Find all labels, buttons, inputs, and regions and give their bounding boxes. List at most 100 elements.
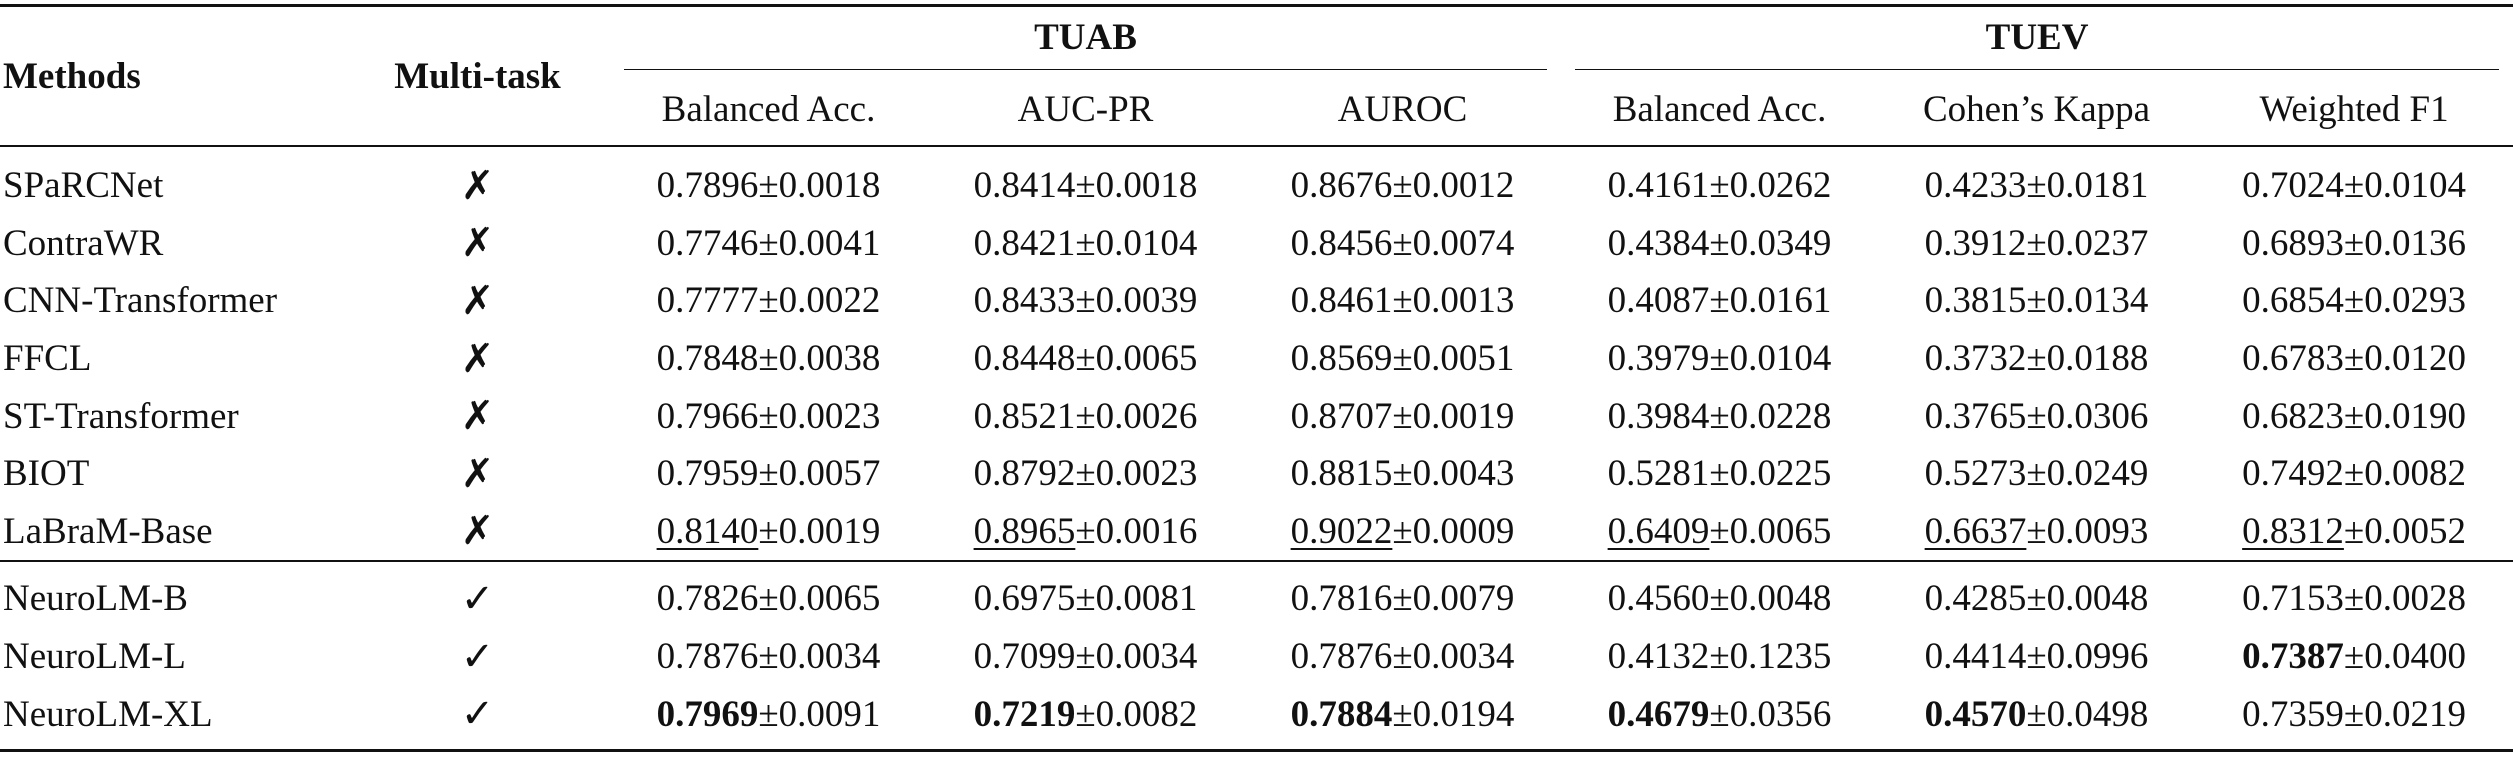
table-head: Methods Multi-task TUAB TUEV Balanced Ac… bbox=[0, 4, 2513, 147]
metric-mean: 0.8312 bbox=[2242, 510, 2344, 552]
metric-mean: 0.5273 bbox=[1924, 453, 2027, 495]
metric-cell: 0.3815±0.0134 bbox=[1878, 272, 2195, 330]
metric-mean: 0.3815 bbox=[1924, 280, 2027, 322]
metric-cell: 0.4414±0.0996 bbox=[1878, 628, 2195, 686]
method-name: LaBraM-Base bbox=[3, 510, 213, 552]
metric-std: ±0.0082 bbox=[2343, 453, 2466, 495]
metric-std: ±0.0219 bbox=[2343, 693, 2466, 735]
metric-std: ±0.0048 bbox=[2026, 578, 2149, 620]
metric-cell: 0.4384±0.0349 bbox=[1561, 215, 1878, 273]
metric-mean: 0.4161 bbox=[1607, 165, 1710, 207]
header-row: Methods Multi-task TUAB TUEV bbox=[0, 4, 2513, 147]
metric-row: Balanced Acc. AUC-PR AUROC Balanced Acc. Coh… bbox=[0, 73, 2513, 147]
metric-mean: 0.8521 bbox=[973, 395, 1076, 437]
metric-std: ±0.0194 bbox=[1392, 693, 1515, 735]
metric-std: ±0.0091 bbox=[758, 693, 881, 735]
metric-mean: 0.7896 bbox=[656, 165, 759, 207]
metric-header: Cohen’s Kappa bbox=[1878, 73, 2196, 147]
metric-cell: 0.8676±0.0012 bbox=[1244, 146, 1561, 215]
metric-std: ±0.0034 bbox=[1392, 636, 1515, 678]
metric-cell: 0.6409±0.0065 bbox=[1561, 503, 1878, 562]
multitask-mark: ✗ bbox=[460, 335, 495, 382]
metric-cell: 0.7826±0.0065 bbox=[610, 560, 927, 628]
metric-std: ±0.0161 bbox=[1709, 280, 1832, 322]
metric-mean: 0.3732 bbox=[1924, 338, 2027, 380]
metric-mean: 0.7153 bbox=[2242, 578, 2344, 620]
table-row: CNN-Transformer ✗ 0.7777±0.0022 0.8433±0.00… bbox=[0, 272, 2513, 330]
metric-mean: 0.7492 bbox=[2242, 453, 2344, 495]
metric-cell: 0.8792±0.0023 bbox=[927, 445, 1244, 503]
metric-cell: 0.7153±0.0028 bbox=[2195, 560, 2513, 628]
metric-mean: 0.8140 bbox=[656, 510, 759, 552]
metric-std: ±0.0023 bbox=[1075, 453, 1198, 495]
metric-std: ±0.0041 bbox=[758, 222, 881, 264]
metric-mean: 0.8456 bbox=[1290, 222, 1393, 264]
metric-mean: 0.4560 bbox=[1607, 578, 1710, 620]
metric-mean: 0.7876 bbox=[1290, 636, 1393, 678]
metric-cell: 0.7969±0.0091 bbox=[610, 685, 927, 752]
metric-cell: 0.7876±0.0034 bbox=[610, 628, 927, 686]
metric-std: ±0.0356 bbox=[1709, 693, 1832, 735]
metric-std: ±0.0136 bbox=[2343, 222, 2466, 264]
multitask-mark: ✓ bbox=[460, 633, 495, 680]
metric-mean: 0.6783 bbox=[2242, 338, 2344, 380]
multitask-mark: ✗ bbox=[460, 393, 495, 440]
metric-cell: 0.3979±0.0104 bbox=[1561, 330, 1878, 388]
methods-header: Methods bbox=[0, 4, 345, 147]
metric-std: ±0.0225 bbox=[1709, 453, 1832, 495]
metric-cell: 0.5273±0.0249 bbox=[1878, 445, 2195, 503]
multitask-mark: ✓ bbox=[460, 691, 495, 738]
method-name: FFCL bbox=[3, 338, 92, 380]
multitask-cell: ✗ bbox=[345, 445, 610, 503]
metric-cell: 0.8456±0.0074 bbox=[1244, 215, 1561, 273]
metric-std: ±0.0051 bbox=[1392, 338, 1515, 380]
metric-mean: 0.4679 bbox=[1607, 693, 1710, 735]
metric-std: ±0.0181 bbox=[2026, 165, 2149, 207]
metric-cell: 0.4570±0.0498 bbox=[1878, 685, 2196, 752]
metric-cell: 0.8312±0.0052 bbox=[2195, 503, 2513, 562]
metric-std: ±0.0082 bbox=[1075, 693, 1198, 735]
metric-mean: 0.7777 bbox=[656, 280, 759, 322]
table-row: SPaRCNet ✗ 0.7896±0.0018 0.8414±0.0018 0.867… bbox=[0, 146, 2513, 215]
metric-std: ±0.0262 bbox=[1709, 165, 1832, 207]
metric-std: ±0.0043 bbox=[1392, 453, 1515, 495]
metric-std: ±0.0057 bbox=[758, 453, 881, 495]
metric-cell: 0.4132±0.1235 bbox=[1561, 628, 1878, 686]
metric-std: ±0.0009 bbox=[1392, 510, 1515, 552]
metric-cell: 0.7876±0.0034 bbox=[1244, 628, 1561, 686]
metric-std: ±0.0104 bbox=[2343, 165, 2466, 207]
metric-mean: 0.4285 bbox=[1924, 578, 2027, 620]
metric-std: ±0.0190 bbox=[2343, 395, 2466, 437]
metric-std: ±0.0249 bbox=[2026, 453, 2149, 495]
group-header: TUAB bbox=[610, 4, 1562, 73]
metric-mean: 0.6409 bbox=[1607, 510, 1710, 552]
metric-cell: 0.8421±0.0104 bbox=[927, 215, 1244, 273]
metric-std: ±0.0019 bbox=[1392, 395, 1515, 437]
metric-mean: 0.8433 bbox=[973, 280, 1076, 322]
metric-std: ±0.0019 bbox=[758, 510, 881, 552]
multitask-mark: ✓ bbox=[460, 575, 495, 622]
metric-mean: 0.8815 bbox=[1290, 453, 1393, 495]
metric-cell: 0.4679±0.0356 bbox=[1561, 685, 1879, 752]
multitask-cell: ✗ bbox=[345, 387, 610, 445]
metric-std: ±0.0048 bbox=[1709, 578, 1832, 620]
metric-std: ±0.0052 bbox=[2343, 510, 2466, 552]
metric-std: ±0.0028 bbox=[2343, 578, 2466, 620]
metric-cell: 0.3765±0.0306 bbox=[1878, 387, 2195, 445]
metric-cell: 0.7099±0.0034 bbox=[927, 628, 1244, 686]
metric-cell: 0.8414±0.0018 bbox=[927, 146, 1244, 215]
multitask-mark: ✗ bbox=[460, 220, 495, 267]
metric-std: ±0.0079 bbox=[1392, 578, 1515, 620]
metric-std: ±0.0104 bbox=[1709, 338, 1832, 380]
multitask-mark: ✗ bbox=[460, 277, 495, 324]
metric-std: ±0.0016 bbox=[1075, 510, 1198, 552]
table-row: NeuroLM-L ✓ 0.7876±0.0034 0.7099±0.0034 0.78… bbox=[0, 628, 2513, 686]
metric-cell: 0.7848±0.0038 bbox=[610, 330, 927, 388]
metric-mean: 0.4233 bbox=[1924, 165, 2027, 207]
multitask-cell: ✓ bbox=[345, 628, 610, 686]
metric-std: ±0.0022 bbox=[758, 280, 881, 322]
results-table: Methods Multi-task TUAB TUEV Balanced Ac… bbox=[0, 4, 2513, 752]
metric-mean: 0.7359 bbox=[2242, 693, 2344, 735]
metric-cell: 0.7024±0.0104 bbox=[2195, 146, 2513, 215]
metric-std: ±0.0013 bbox=[1392, 280, 1515, 322]
